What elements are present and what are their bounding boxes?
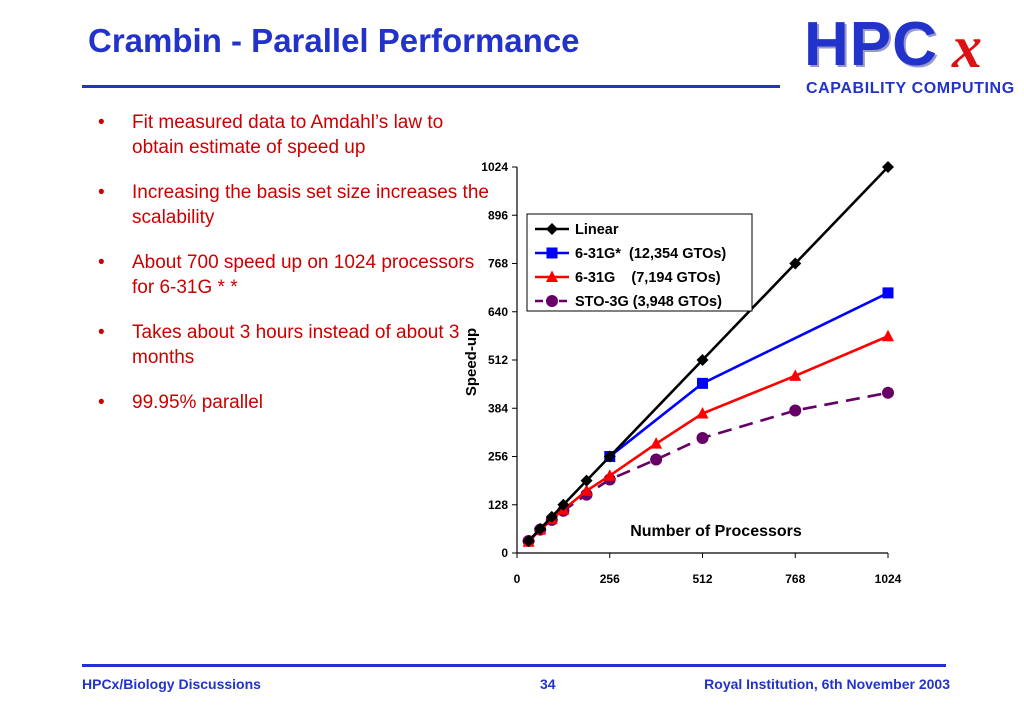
bullet-marker: •: [98, 322, 105, 343]
data-point-series-2: [650, 437, 663, 449]
data-point-series-0: [522, 534, 535, 547]
footer-divider: [82, 664, 946, 667]
y-axis-label: Speed-up: [463, 328, 480, 396]
y-tick-label: 384: [488, 401, 508, 415]
data-point-series-2: [789, 369, 802, 381]
y-tick-label: 256: [488, 450, 508, 464]
footer-right: Royal Institution, 6th November 2003: [704, 676, 950, 692]
bullet-text: Takes about 3 hours instead of about 3 m…: [132, 322, 460, 368]
data-point-series-0: [696, 354, 709, 366]
y-tick-label: 768: [488, 257, 508, 271]
y-tick-label: 0: [501, 546, 508, 560]
bullet-marker: •: [98, 182, 105, 203]
data-point-series-2: [580, 484, 593, 496]
bullet-item: • About 700 speed up on 1024 processors f…: [98, 250, 498, 300]
x-tick-label: 1024: [875, 572, 902, 586]
footer-left: HPCx/Biology Discussions: [82, 676, 261, 692]
x-tick-label: 0: [514, 572, 521, 586]
hpcx-logo: HPC x CAPABILITY COMPUTING: [804, 10, 1014, 102]
slide-title: Crambin - Parallel Performance: [88, 22, 580, 59]
y-tick-label: 1024: [481, 160, 508, 174]
data-point-series-1: [882, 287, 894, 299]
y-tick-label: 128: [488, 498, 508, 512]
legend-label: Linear: [575, 222, 619, 238]
page-number: 34: [540, 676, 556, 692]
data-point-series-2: [696, 407, 709, 419]
x-tick-label: 256: [600, 572, 620, 586]
title-divider: [82, 85, 780, 88]
bullet-text: About 700 speed up on 1024 processors fo…: [132, 252, 475, 298]
data-point-series-0: [534, 522, 547, 535]
legend-label: STO-3G (3,948 GTOs): [575, 294, 722, 310]
bullet-marker: •: [98, 112, 105, 133]
legend-marker: [546, 295, 558, 307]
data-point-series-3: [789, 404, 802, 417]
data-point-series-0: [603, 450, 616, 463]
bullet-text: Increasing the basis set size increases …: [132, 182, 489, 228]
series-line-3: [527, 391, 889, 542]
data-point-series-1: [697, 377, 708, 389]
data-point-series-0: [882, 161, 894, 173]
bullet-marker: •: [98, 252, 105, 273]
legend-marker: [546, 247, 558, 259]
data-point-series-0: [789, 257, 802, 270]
speedup-chart: 0 128 256 384 512 640 768 896 1024 0 256 512 768 1024…: [463, 160, 902, 586]
bullet-list: • Fit measured data to Amdahl’s law to ob…: [98, 110, 498, 435]
bullet-item: • Fit measured data to Amdahl’s law to ob…: [98, 110, 498, 160]
data-point-series-3: [650, 453, 663, 466]
y-tick-label: 512: [488, 353, 508, 367]
logo-subtitle: CAPABILITY COMPUTING: [806, 80, 1015, 97]
data-point-series-0: [545, 510, 558, 523]
data-point-series-3: [882, 386, 894, 399]
data-point-series-2: [882, 329, 894, 342]
legend-label: 6-31G (7,194 GTOs): [575, 270, 721, 286]
data-point-series-2: [603, 469, 616, 481]
bullet-item: • Increasing the basis set size increases…: [98, 180, 498, 230]
y-tick-label: 640: [488, 305, 508, 319]
logo-letters: HPC: [804, 10, 938, 79]
legend-marker: [546, 223, 558, 235]
x-tick-label: 768: [785, 572, 805, 586]
data-point-series-0: [557, 498, 570, 511]
bullet-item: • Takes about 3 hours instead of about 3 …: [98, 320, 498, 370]
data-point-series-3: [696, 432, 709, 445]
bullet-text: Fit measured data to Amdahl’s law to obt…: [132, 112, 444, 158]
series-line-1: [608, 291, 889, 458]
bullet-marker: •: [98, 392, 105, 413]
legend-label: 6-31G* (12,354 GTOs): [575, 246, 726, 262]
legend-marker: [546, 270, 558, 282]
bullet-item: • 99.95% parallel: [98, 390, 498, 415]
x-tick-label: 512: [692, 572, 712, 586]
x-axis-label: Number of Processors: [630, 523, 802, 540]
data-point-series-0: [580, 474, 593, 487]
logo-x: x: [952, 14, 982, 80]
y-tick-label: 896: [488, 208, 508, 222]
bullet-text: 99.95% parallel: [132, 392, 263, 413]
